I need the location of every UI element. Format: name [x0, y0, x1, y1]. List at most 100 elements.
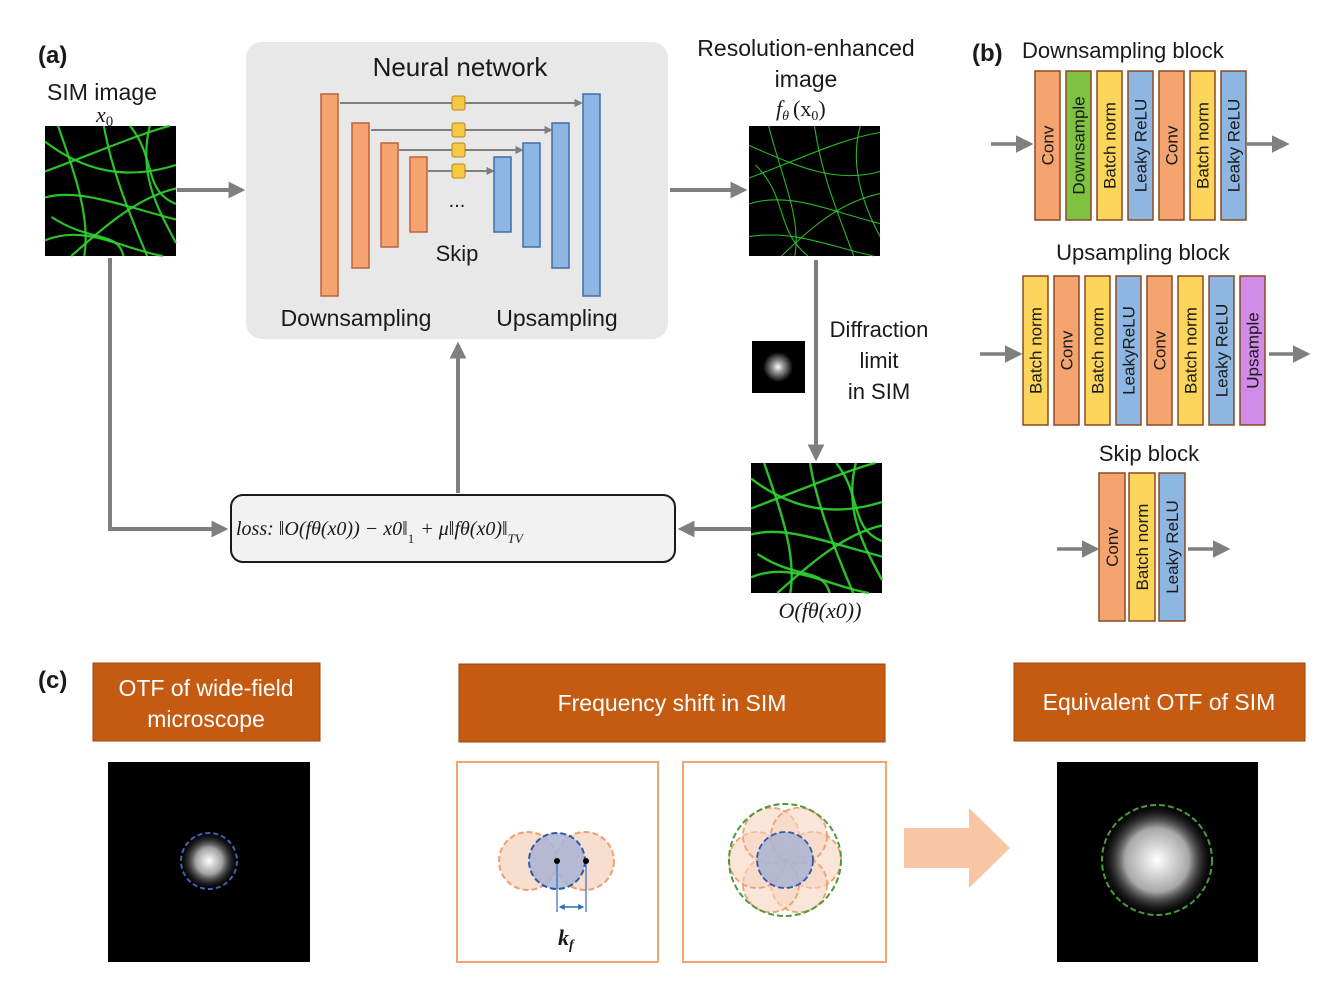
panel-b-label: (b) — [972, 40, 1003, 67]
reblurred-image — [750, 461, 884, 595]
fiber-strand — [44, 193, 177, 221]
downsampling-block-title: Downsampling block — [1022, 38, 1225, 63]
skip-block: Conv Batch norm Leaky ReLU — [1098, 472, 1186, 622]
upsampling-block-title: Upsampling block — [1056, 240, 1231, 265]
up-block-layer-1 — [1022, 275, 1049, 426]
nn-ellipsis: ... — [449, 190, 466, 212]
fiber-strand — [44, 124, 170, 173]
skip-block-layer-label-2: Batch norm — [1133, 504, 1152, 591]
fiber-strand — [145, 125, 177, 244]
skip-node-2 — [451, 122, 466, 138]
up-block-layer-7 — [1208, 275, 1235, 426]
fiber-strand — [748, 199, 881, 225]
upsampling-block: Batch norm Conv Batch norm LeakyReLU Conv Bat… — [1022, 275, 1266, 426]
fiber-strand — [44, 140, 177, 174]
output-title-line1: Resolution-enhanced — [697, 35, 914, 61]
equiv-otf-header — [1013, 662, 1306, 742]
fiber-strand — [750, 570, 870, 595]
psf-spot — [763, 352, 793, 382]
diffraction-line1: Diffraction — [830, 317, 929, 342]
down-block-layer-label-1: Conv — [1039, 125, 1058, 165]
up-block-layer-4 — [1115, 275, 1142, 426]
up-block-layer-label-6: Batch norm — [1182, 307, 1201, 394]
output-symbol: fθ (x0) — [776, 96, 826, 124]
skip-node-3 — [451, 142, 466, 158]
resolution-enhanced-image — [748, 125, 881, 257]
otf-widefield-line2: microscope — [147, 706, 265, 732]
sim-input-image — [44, 124, 177, 258]
fiber-strand — [129, 125, 177, 206]
panel-c-label: (c) — [38, 667, 67, 694]
otf-rosette — [728, 806, 842, 914]
down-layer-3 — [380, 142, 399, 248]
fiber-strand — [855, 125, 881, 237]
fiber-strand — [756, 552, 831, 594]
skip-block-layer-1 — [1098, 472, 1126, 622]
fiber-strand — [813, 125, 855, 257]
otf-widefield-header — [92, 662, 321, 742]
reblurred-label: O(fθ(x0)) — [779, 598, 862, 623]
otf-widefield-line1: OTF of wide-field — [118, 675, 293, 701]
center-dot — [554, 858, 560, 864]
down-block-layer-4 — [1127, 70, 1154, 221]
down-layer-1 — [320, 93, 339, 297]
down-block-layer-6 — [1189, 70, 1216, 221]
nn-downsampling-label: Downsampling — [281, 305, 432, 331]
diffraction-line3: in SIM — [848, 379, 910, 404]
equiv-otf-spot — [1099, 802, 1215, 918]
nn-skip-label: Skip — [436, 241, 479, 266]
down-block-layer-7 — [1220, 70, 1247, 221]
up-block-layer-label-4: LeakyReLU — [1120, 306, 1139, 395]
fiber-strand — [851, 462, 884, 581]
up-layer-1 — [493, 156, 512, 233]
up-block-layer-5 — [1146, 275, 1173, 426]
fiber-strand — [70, 187, 177, 257]
equiv-otf-cutoff-circle — [1101, 804, 1213, 916]
nn-upsampling-label: Upsampling — [496, 305, 617, 331]
nn-title: Neural network — [373, 52, 549, 82]
down-block-layer-3 — [1096, 70, 1123, 221]
fiber-strand — [755, 164, 809, 257]
fiber-strand — [835, 462, 883, 543]
arrow-input-to-loss — [108, 258, 229, 538]
skip-block-layer-label-1: Conv — [1103, 527, 1122, 567]
skip-block-title: Skip block — [1099, 441, 1200, 466]
big-arrow-right — [904, 808, 1010, 888]
fiber-strand — [808, 462, 855, 594]
fiber-strand — [750, 477, 883, 511]
up-block-layer-label-8: Upsample — [1244, 312, 1263, 389]
up-block-layer-label-3: Batch norm — [1089, 307, 1108, 394]
fiber-strand — [748, 234, 874, 257]
skip-block-layer-3 — [1158, 472, 1186, 622]
up-block-layer-label-5: Conv — [1151, 330, 1170, 370]
otf-widefield-spot — [179, 831, 239, 891]
down-block-layer-1 — [1034, 70, 1061, 221]
loss-box: loss: ‖O(fθ(x0)) − x0‖1 + μ‖fθ(x0)‖TV — [230, 494, 676, 563]
output-title-line2: image — [775, 66, 838, 92]
down-block-layer-label-2: Downsample — [1070, 96, 1089, 194]
down-layer-4 — [409, 156, 428, 233]
down-block-layer-label-6: Batch norm — [1194, 102, 1213, 189]
fiber-strand — [50, 216, 125, 257]
up-block-layer-8 — [1239, 275, 1266, 426]
down-block-layer-label-3: Batch norm — [1101, 102, 1120, 189]
extended-cutoff-circle — [728, 803, 842, 917]
down-block-layer-label-5: Conv — [1163, 125, 1182, 165]
up-block-layer-3 — [1084, 275, 1111, 426]
freq-shift-header — [458, 663, 886, 743]
fiber-strand — [781, 193, 881, 257]
down-block-layer-5 — [1158, 70, 1185, 221]
skip-block-layer-2 — [1128, 472, 1156, 622]
skip-node-4 — [451, 163, 466, 179]
fiber-strand — [748, 131, 881, 179]
up-layer-4 — [582, 93, 601, 297]
otf-widefield-cutoff-circle — [180, 832, 238, 890]
fiber-strand — [750, 461, 876, 510]
diffraction-line2: limit — [859, 348, 898, 373]
equiv-otf-title: Equivalent OTF of SIM — [1043, 689, 1276, 715]
shift-dot — [583, 858, 589, 864]
fiber-strand — [102, 125, 149, 257]
up-block-layer-label-1: Batch norm — [1027, 307, 1046, 394]
sim-image-title: SIM image — [47, 79, 157, 105]
